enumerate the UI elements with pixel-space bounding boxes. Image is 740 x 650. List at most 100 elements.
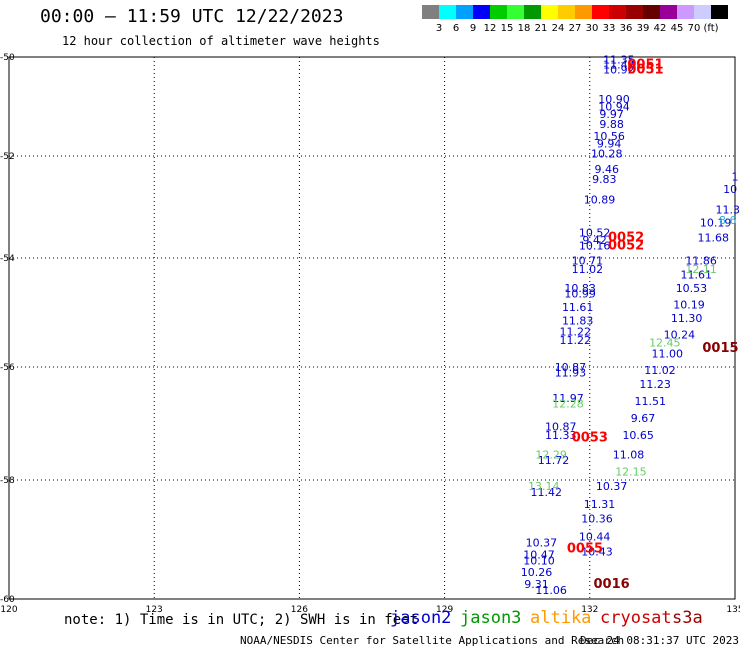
- data-point-jason2: 10.71: [572, 255, 604, 268]
- data-labels-group: 11.3511.4210.9210.9010.949.979.8810.569.…: [521, 53, 740, 612]
- data-point-jason2: 11.42: [530, 486, 562, 499]
- data-point-jason2: 11.51: [635, 395, 667, 408]
- data-point-jason2: 11.68: [697, 232, 729, 245]
- data-point-jason2: 10.24: [664, 328, 696, 341]
- data-point-jason2: 10.94: [598, 101, 630, 114]
- data-point-jason2: 9.18: [544, 599, 569, 612]
- colorbar-swatch: [473, 5, 490, 19]
- colorbar-label: 45: [671, 23, 684, 34]
- data-point-jason2: 10.36: [581, 513, 613, 526]
- colorbar-swatch: [541, 5, 558, 19]
- data-point-jason2: 11.08: [613, 449, 645, 462]
- colorbar-swatch: [643, 5, 660, 19]
- colorbar-swatch: [609, 5, 626, 19]
- data-point-jason2: 10.65: [622, 429, 654, 442]
- data-point-jason2: 10.19: [673, 298, 705, 311]
- data-point-jason2: 11.97: [552, 392, 584, 405]
- data-point-jason2: 11.00: [651, 347, 683, 360]
- data-point-s3a: 0016: [593, 577, 629, 592]
- colorbar-swatch: [694, 5, 711, 19]
- data-point-jason2: 11.23: [639, 378, 671, 391]
- colorbar-label: 39: [637, 23, 650, 34]
- color-scale-legend: 3 6 9 12 15 18 21 24 27 30 33 36 39 42 45 70 (ft): [422, 5, 728, 34]
- colorbar-swatch: [575, 5, 592, 19]
- data-point-cryosat: 0051: [627, 62, 663, 77]
- data-point-jason3: 12.15: [615, 466, 647, 479]
- data-point-jason2: 10.16: [579, 239, 611, 252]
- data-point-jason3: 12.29: [535, 449, 567, 462]
- data-point-jason2: 10.53: [676, 282, 708, 295]
- data-point-jason2: 10.90: [598, 93, 630, 106]
- colorbar-label: 3: [436, 23, 442, 34]
- plot-area: 120 123 126 129 132 135 -50 -52 -54 -56 -58 -60 11.3…: [0, 53, 740, 612]
- data-point-jason2: 10.87: [555, 361, 587, 374]
- y-tick-label: -58: [0, 476, 15, 486]
- data-point-jason2: 11.02: [572, 263, 604, 276]
- colorbar-label: 21: [535, 23, 548, 34]
- data-point-jason2: 11.02: [644, 364, 676, 377]
- data-point-jason2: 10.43: [581, 545, 613, 558]
- colorbar-label: 12: [484, 23, 497, 34]
- data-point-jason2: 11.72: [538, 454, 570, 467]
- x-tick-label: 123: [146, 605, 163, 612]
- colorbar-label: 33: [603, 23, 616, 34]
- colorbar-swatch: [507, 5, 524, 19]
- colorbar-label: 70: [688, 23, 701, 34]
- data-point-jason2: 10.99: [564, 287, 596, 300]
- y-tick-label: -52: [0, 152, 15, 162]
- colorbar-swatch: [592, 5, 609, 19]
- data-point-cryosat: 0053: [572, 431, 608, 446]
- colorbar-swatch: [490, 5, 507, 19]
- data-point-jason2: 11.31: [584, 498, 616, 511]
- chart-title: 00:00 – 11:59 UTC 12/22/2023: [40, 6, 344, 27]
- data-point-cryosat: 0051: [627, 57, 663, 72]
- data-point-jason2: 10.83: [564, 282, 596, 295]
- colorbar-label: 15: [501, 23, 514, 34]
- colorbar-label: 36: [620, 23, 633, 34]
- data-point-jason2: 10.26: [521, 566, 553, 579]
- data-point-cryosat: 0055: [567, 541, 603, 556]
- y-tick-label: -60: [0, 595, 15, 605]
- data-point-jason3: 13.14: [528, 480, 560, 493]
- timestamp-text: Dec 24 08:31:37 UTC 2023: [580, 634, 739, 647]
- data-point-jason2: 11.22: [560, 334, 592, 347]
- x-tick-label: 120: [0, 605, 17, 612]
- colorbar-label: 30: [586, 23, 599, 34]
- colorbar-swatch: [422, 5, 439, 19]
- colorbar-label: 42: [654, 23, 667, 34]
- legend-jason3: jason3: [460, 608, 522, 628]
- data-point-jason2: 9.42: [582, 234, 607, 247]
- data-point-jason2: 9.88: [599, 118, 624, 131]
- data-point-jason2: 10: [723, 183, 737, 196]
- colorbar-label: 27: [569, 23, 582, 34]
- data-point-jason2: 10.52: [579, 227, 611, 240]
- data-point-jason2: 10.92: [603, 63, 635, 76]
- data-point-jason2: 10.37: [526, 536, 558, 549]
- data-point-jason2: 9.67: [631, 412, 656, 425]
- colorbar-label: 24: [552, 23, 565, 34]
- data-point-jason2: 10.89: [584, 193, 616, 206]
- data-point-jason2: 9.94: [597, 138, 622, 151]
- note-text: note: 1) Time is in UTC; 2) SWH is in fe…: [64, 612, 419, 628]
- legend-s3a: s3a: [672, 608, 703, 628]
- y-tick-label: -50: [0, 53, 15, 63]
- credit-text: NOAA/NESDIS Center for Satellite Applica…: [240, 634, 625, 647]
- data-point-jason2: 11.06: [535, 584, 567, 597]
- chart-subtitle: 12 hour collection of altimeter wave hei…: [62, 34, 380, 48]
- colorbar-label: 9: [470, 23, 476, 34]
- data-point-jason2: 9.83: [592, 173, 617, 186]
- legend-cryosat: cryosat: [600, 608, 672, 628]
- colorbar-swatch: [524, 5, 541, 19]
- legend-jason2: jason2: [390, 608, 452, 628]
- data-point-jason2: 11.86: [685, 255, 717, 268]
- colorbar-label: 18: [518, 23, 531, 34]
- data-point-s3a: 0015: [702, 341, 738, 356]
- data-point-jason2: 11.35: [603, 53, 635, 66]
- data-point-jason3: 12.11: [685, 263, 717, 276]
- data-point-jason2: 11.22: [560, 326, 592, 339]
- data-point-jason2: 10.47: [523, 548, 555, 561]
- colorbar-swatch: [558, 5, 575, 19]
- x-tick-label: 132: [581, 605, 598, 612]
- colorbar-swatch: [439, 5, 456, 19]
- data-point-jason2: 11.42: [603, 58, 635, 71]
